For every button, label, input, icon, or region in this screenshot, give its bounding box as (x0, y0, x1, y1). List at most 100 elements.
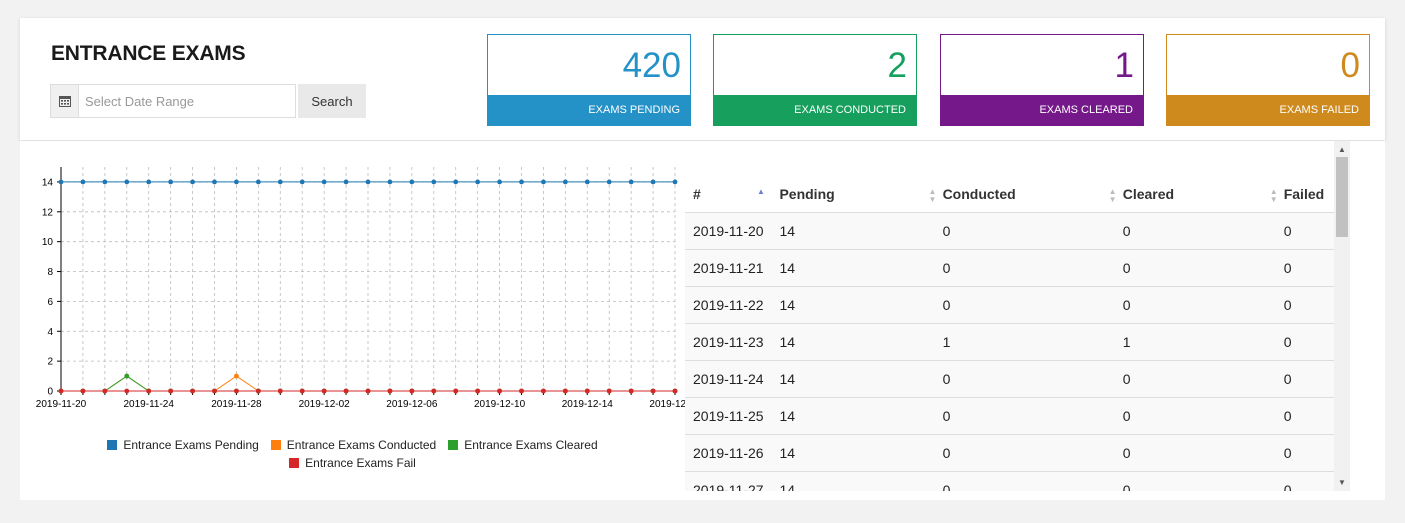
search-button[interactable]: Search (298, 84, 366, 118)
table-cell: 0 (934, 285, 1115, 323)
table-cell: 0 (1114, 211, 1276, 249)
legend-swatch (448, 440, 459, 450)
table-cell: 14 (771, 211, 935, 249)
table-cell: 0 (934, 359, 1115, 397)
y-tick-label: 2 (47, 357, 53, 368)
table-cell: 2019-11-25 (685, 396, 772, 434)
table-cell: 2019-11-26 (685, 433, 772, 471)
data-point (541, 179, 546, 185)
legend-label: Entrance Exams Pending (123, 438, 259, 452)
scrollbar-thumb[interactable] (1336, 157, 1348, 237)
y-tick-label: 4 (47, 327, 53, 338)
table-row[interactable]: 2019-11-27 14 0 0 0 (685, 470, 1335, 491)
legend-label: Entrance Exams Fail (305, 456, 416, 470)
table-cell: 14 (771, 470, 935, 491)
data-point (190, 179, 195, 185)
data-point (80, 388, 86, 394)
table-cell: 0 (1275, 285, 1335, 323)
scroll-down-icon[interactable]: ▼ (1338, 478, 1346, 487)
table-cell: 1 (934, 322, 1115, 360)
data-point (321, 179, 327, 185)
table-cell: 14 (771, 322, 935, 360)
data-point (58, 179, 64, 185)
data-point (409, 388, 415, 394)
legend-item-conducted[interactable]: Entrance Exams Conducted (270, 438, 436, 452)
data-point (431, 179, 437, 185)
table-row[interactable]: 2019-11-23 14 1 1 0 (685, 322, 1335, 360)
table-row[interactable]: 2019-11-21 14 0 0 0 (685, 248, 1335, 286)
col-header-pending[interactable]: Pending ▲ ▼ (771, 141, 936, 212)
chart-legend-row-1: Entrance Exams Pending Entrance Exams Co… (20, 438, 685, 452)
stat-label: EXAMS CONDUCTED (714, 95, 916, 125)
legend-label: Entrance Exams Cleared (464, 438, 598, 452)
stat-value: 1 (1114, 46, 1134, 85)
data-point (146, 388, 152, 394)
col-header-date[interactable]: # ▲ (685, 141, 771, 212)
x-tick-label: 2019-11-20 (36, 399, 87, 410)
x-tick-label: 2019-12-14 (562, 399, 614, 410)
data-point (277, 388, 283, 394)
table-row[interactable]: 2019-11-25 14 0 0 0 (685, 396, 1335, 434)
table-cell: 0 (934, 470, 1115, 491)
data-point (387, 179, 393, 185)
stat-card-cleared: 1 EXAMS CLEARED (940, 34, 1144, 126)
table-row[interactable]: 2019-11-26 14 0 0 0 (685, 433, 1335, 471)
stat-label: EXAMS FAILED (1167, 95, 1369, 125)
date-range-field[interactable] (50, 84, 307, 118)
table-row[interactable]: 2019-11-22 14 0 0 0 (685, 285, 1335, 323)
exams-table: # ▲ Pending ▲ ▼ Conducted ▲ ▼ Cleared ▲ ▼ Faile… (685, 141, 1335, 491)
col-header-failed[interactable]: Failed (1276, 141, 1335, 212)
header-card (20, 18, 1385, 140)
table-cell: 14 (771, 359, 935, 397)
data-point (453, 179, 459, 185)
data-point (102, 388, 108, 394)
table-cell: 0 (934, 396, 1115, 434)
table-row[interactable]: 2019-11-24 14 0 0 0 (685, 359, 1335, 397)
stat-card-pending: 420 EXAMS PENDING (487, 34, 691, 126)
data-point (475, 179, 481, 185)
stat-value: 2 (887, 46, 907, 85)
stat-card-conducted: 2 EXAMS CONDUCTED (713, 34, 917, 126)
data-point (584, 388, 590, 394)
data-point (212, 179, 217, 185)
data-point (321, 388, 327, 394)
page-title: ENTRANCE EXAMS (51, 42, 246, 65)
table-cell: 0 (1114, 470, 1276, 491)
data-point (584, 179, 590, 185)
data-point (234, 388, 239, 394)
legend-swatch (270, 440, 281, 450)
data-point (562, 388, 568, 394)
data-point (343, 179, 349, 185)
chart-legend-row-2: Entrance Exams Fail (20, 456, 685, 470)
table-cell: 0 (1275, 396, 1335, 434)
table-row[interactable]: 2019-11-20 14 0 0 0 (685, 211, 1335, 249)
y-tick-label: 8 (47, 267, 53, 278)
col-header-conducted[interactable]: Conducted ▲ ▼ (935, 141, 1117, 212)
y-tick-label: 0 (47, 387, 53, 398)
table-scrollbar[interactable]: ▲ ▼ (1334, 141, 1350, 491)
data-point (628, 388, 634, 394)
table-cell: 0 (934, 248, 1115, 286)
table-cell: 0 (1275, 359, 1335, 397)
data-point (168, 388, 174, 394)
data-point (255, 388, 261, 394)
scroll-up-icon[interactable]: ▲ (1338, 145, 1346, 154)
col-header-cleared[interactable]: Cleared ▲ ▼ (1115, 141, 1278, 212)
col-header-label: # (693, 185, 701, 202)
data-point (387, 388, 393, 394)
data-point (299, 388, 305, 394)
legend-item-cleared[interactable]: Entrance Exams Cleared (448, 438, 598, 452)
date-range-input[interactable] (79, 85, 307, 117)
data-point (519, 179, 524, 185)
table-cell: 0 (1114, 433, 1276, 471)
legend-item-pending[interactable]: Entrance Exams Pending (107, 438, 259, 452)
table-cell: 1 (1114, 322, 1276, 360)
data-point (497, 179, 502, 185)
table-scroll-area[interactable]: # ▲ Pending ▲ ▼ Conducted ▲ ▼ Cleared ▲ ▼ Faile… (685, 141, 1335, 491)
y-tick-label: 10 (42, 237, 54, 248)
data-point (234, 179, 239, 185)
table-cell: 2019-11-24 (685, 359, 772, 397)
legend-item-fail[interactable]: Entrance Exams Fail (289, 456, 416, 470)
y-tick-label: 6 (47, 297, 53, 308)
data-point (124, 373, 130, 379)
